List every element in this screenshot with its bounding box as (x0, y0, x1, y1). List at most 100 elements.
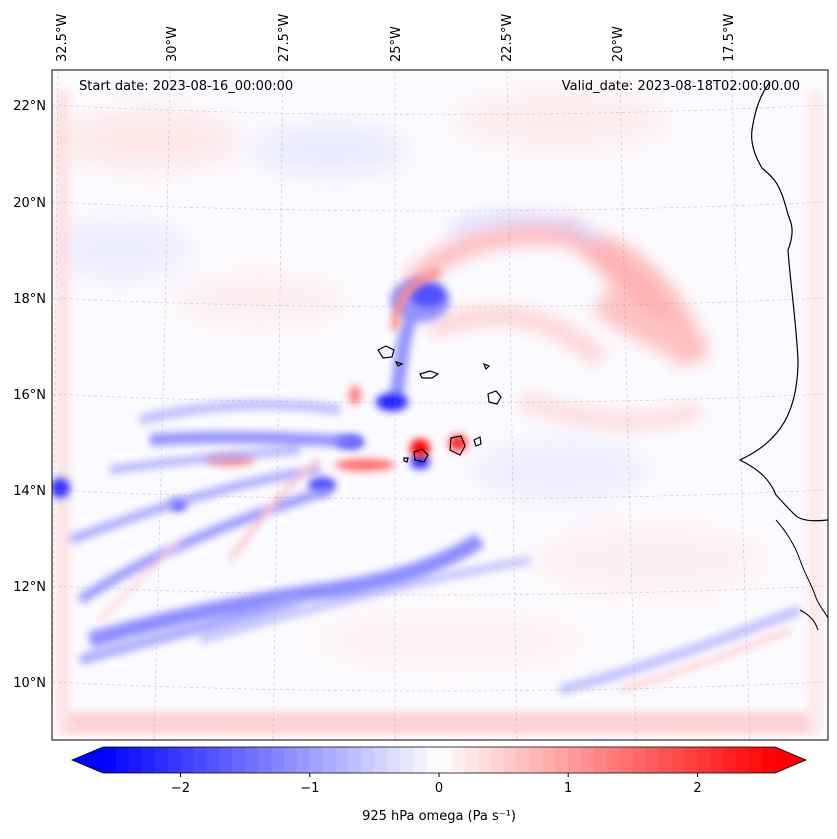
colorbar-low-extend (72, 747, 103, 773)
gridline (52, 489, 828, 500)
lat-label: 12°N (13, 580, 46, 595)
colorbar-tick-label: −1 (300, 781, 319, 796)
field-patch (170, 275, 350, 325)
colorbar-cell (632, 747, 647, 773)
lon-label: 27.5°W (277, 14, 292, 62)
field-band (68, 465, 321, 545)
gridline (52, 70, 59, 740)
colorbar-cell (206, 747, 220, 773)
africa-coastline (799, 609, 819, 631)
lon-label: 25°W (389, 26, 404, 62)
gridline (52, 104, 828, 116)
field-blob (349, 385, 361, 405)
colorbar-cell (503, 747, 518, 773)
colorbar-cell (141, 747, 156, 773)
colorbar-cell (645, 747, 660, 773)
colorbar-cell (516, 747, 531, 773)
colorbar-cell (581, 747, 595, 773)
field-patch (470, 440, 650, 500)
valid-date-label: Valid_date: 2023-08-18T02:00:00.00 (562, 79, 800, 94)
colorbar-cell (749, 747, 763, 773)
field-band (558, 605, 802, 695)
field-band (78, 595, 302, 665)
colorbar-cell (684, 747, 699, 773)
colorbar-cell (335, 747, 350, 773)
field-band (198, 556, 531, 644)
colorbar-cell (658, 747, 673, 773)
field-patch (530, 525, 770, 595)
colorbar-label: 925 hPa omega (Pa s⁻¹) (362, 809, 516, 824)
gridline (153, 70, 171, 740)
colorbar-cell (322, 747, 337, 773)
field-band (138, 399, 341, 425)
colorbar-cell (348, 747, 363, 773)
field-band (591, 287, 694, 360)
island-outline (449, 435, 466, 456)
field-patch (450, 90, 670, 150)
lat-label: 20°N (13, 196, 46, 211)
lon-label: 32.5°W (55, 14, 70, 62)
colorbar-cell (374, 747, 388, 773)
island-outline (473, 436, 482, 447)
lat-label: 10°N (13, 676, 46, 691)
field-band (517, 392, 703, 429)
colorbar-cells (103, 747, 776, 773)
colorbar-cell (697, 747, 711, 773)
gridline (52, 681, 828, 692)
colorbar-cell (180, 747, 195, 773)
colorbar-cell (309, 747, 324, 773)
field-band (109, 446, 301, 474)
field-patch (250, 125, 410, 175)
field-band (619, 627, 791, 693)
colorbar-cell (762, 747, 776, 773)
gridline (52, 585, 828, 596)
colorbar-outline (70, 746, 808, 774)
africa-coastline (738, 81, 828, 522)
island-outline (377, 345, 395, 359)
field-band (98, 538, 182, 622)
field-band (391, 268, 442, 331)
lon-label: 22.5°W (500, 14, 515, 62)
gridline (272, 70, 284, 740)
gridline (52, 297, 828, 308)
colorbar-cell (607, 747, 621, 773)
field-band (448, 212, 603, 245)
lon-label: 30°W (165, 26, 180, 62)
colorbar-cell (271, 747, 285, 773)
gridline (52, 393, 828, 404)
colorbar-cell (671, 747, 686, 773)
field-band (77, 485, 332, 605)
edge-band (56, 90, 70, 730)
colorbar-cell (413, 747, 427, 773)
colorbar-cell (245, 747, 259, 773)
colorbar-cell (115, 747, 130, 773)
colorbar-cell (619, 747, 634, 773)
colorbar-cell (103, 747, 117, 773)
gridline (52, 201, 828, 212)
colorbar-cell (361, 747, 375, 773)
colorbar-cell (594, 747, 608, 773)
island-outline (487, 390, 502, 405)
field-band (87, 533, 485, 648)
map-panel: Start date: 2023-08-16_00:00:00 Valid_da… (13, 14, 829, 741)
colorbar-cell (426, 747, 440, 773)
colorbar-tick-label: 1 (564, 781, 572, 796)
colorbar-high-extend (775, 747, 806, 773)
field-blob (376, 393, 408, 411)
start-date-label: Start date: 2023-08-16_00:00:00 (79, 79, 293, 94)
colorbar-cell (128, 747, 143, 773)
gridline (731, 70, 751, 740)
colorbar-cell (542, 747, 556, 773)
gridline (619, 70, 637, 740)
edge-band (60, 712, 820, 734)
lat-label: 16°N (13, 388, 46, 403)
island-outline (482, 362, 491, 371)
field-patch (310, 610, 590, 670)
colorbar-cell (258, 747, 272, 773)
colorbar-cell (193, 747, 207, 773)
field-patch (60, 110, 240, 170)
colorbar-cell (568, 747, 582, 773)
colorbar-cell (529, 747, 543, 773)
colorbar-tick-label: −2 (171, 781, 190, 796)
